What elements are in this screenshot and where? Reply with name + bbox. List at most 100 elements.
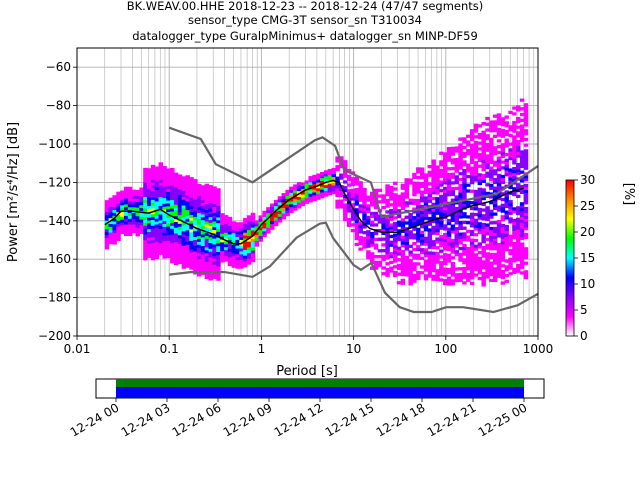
heatmap-cell [189, 208, 194, 213]
heatmap-cell [216, 188, 221, 192]
heatmap-cell [389, 260, 394, 265]
heatmap-cell [231, 221, 237, 225]
heatmap-cell [408, 261, 413, 266]
heatmap-cell [443, 166, 448, 171]
heatmap-cell [254, 220, 260, 224]
heatmap-cell [404, 241, 410, 245]
heatmap-cell [512, 210, 517, 214]
heatmap-cell [243, 220, 248, 225]
heatmap-cell [104, 200, 110, 204]
heatmap-cell [519, 254, 525, 258]
heatmap-cell [500, 272, 506, 277]
heatmap-cell [189, 246, 194, 250]
heatmap-cell [147, 214, 152, 218]
heatmap-cell [496, 251, 502, 255]
heatmap-cell [489, 273, 494, 277]
heatmap-cell [504, 196, 509, 200]
heatmap-cell [393, 207, 398, 211]
heatmap-cell [473, 166, 479, 171]
heatmap-cell [343, 209, 348, 213]
heatmap-cell [185, 180, 190, 185]
heatmap-cell [408, 218, 413, 223]
high-noise-model-line [168, 126, 539, 219]
heatmap-cell [485, 145, 490, 149]
heatmap-cell [235, 222, 240, 226]
heatmap-cell [143, 208, 148, 212]
heatmap-cell [362, 205, 367, 209]
heatmap-cell [412, 181, 417, 185]
heatmap-cell [504, 199, 509, 203]
heatmap-cell [404, 244, 410, 248]
heatmap-cell [177, 255, 183, 259]
heatmap-cell [400, 270, 406, 274]
heatmap-cell [389, 266, 394, 270]
heatmap-cell [416, 233, 421, 237]
heatmap-cell [369, 232, 375, 236]
heatmap-cell [489, 195, 494, 199]
heatmap-cell [200, 188, 206, 192]
heatmap-cell [393, 247, 398, 252]
heatmap-cell [492, 232, 498, 236]
heatmap-cell [439, 235, 444, 239]
heatmap-cell [185, 198, 190, 202]
heatmap-cell [204, 224, 210, 228]
heatmap-cell [431, 214, 436, 218]
heatmap-cell [477, 153, 483, 157]
heatmap-cell [435, 168, 440, 172]
heatmap-cell [331, 170, 336, 175]
heatmap-cell [496, 268, 502, 273]
heatmap-cell [358, 247, 363, 251]
heatmap-cell [300, 202, 306, 207]
heatmap-cell [496, 121, 502, 126]
heatmap-cell [108, 206, 114, 210]
heatmap-cell [212, 215, 217, 219]
heatmap-cell [193, 216, 198, 220]
heatmap-cell [416, 273, 421, 278]
heatmap-cell [419, 250, 425, 255]
heatmap-cell [439, 197, 444, 201]
heatmap-cell [385, 270, 390, 275]
heatmap-cell [404, 186, 410, 191]
heatmap-cell [439, 263, 444, 268]
heatmap-cell [335, 188, 340, 192]
heatmap-cell [273, 220, 279, 224]
heatmap-cell [423, 216, 429, 220]
heatmap-cell [235, 248, 240, 252]
heatmap-cell [362, 213, 367, 218]
heatmap-cell [189, 217, 194, 221]
heatmap-cell [389, 191, 394, 195]
heatmap-cell [427, 188, 433, 192]
heatmap-cell [496, 193, 502, 198]
heatmap-cell [450, 161, 456, 165]
heatmap-cell [443, 270, 448, 274]
heatmap-cell [350, 228, 356, 233]
heatmap-cell [454, 218, 459, 222]
heatmap-cell [185, 192, 190, 196]
heatmap-cell [246, 218, 252, 222]
heatmap-cell [454, 181, 459, 185]
heatmap-cell [369, 191, 375, 195]
heatmap-cell [158, 234, 164, 238]
heatmap-cell [281, 193, 287, 197]
heatmap-cell [200, 254, 206, 258]
heatmap-cell [485, 142, 490, 147]
heatmap-cell [116, 214, 121, 218]
heatmap-cell [404, 178, 410, 182]
heatmap-cell [477, 158, 483, 163]
heatmap-cell [396, 246, 402, 250]
heatmap-cell [212, 218, 217, 222]
heatmap-cell [170, 179, 175, 183]
heatmap-cell [289, 192, 294, 196]
heatmap-cell [454, 267, 459, 271]
heatmap-cell [208, 248, 213, 252]
heatmap-cell [504, 170, 509, 174]
heatmap-cell [354, 211, 360, 215]
heatmap-cell [523, 209, 529, 214]
heatmap-cell [120, 219, 125, 223]
heatmap-cell [116, 200, 121, 204]
heatmap-cell [523, 206, 529, 211]
heatmap-cell [500, 249, 506, 254]
heatmap-cell [208, 202, 213, 206]
heatmap-cell [381, 249, 386, 253]
heatmap-cell [416, 227, 421, 232]
